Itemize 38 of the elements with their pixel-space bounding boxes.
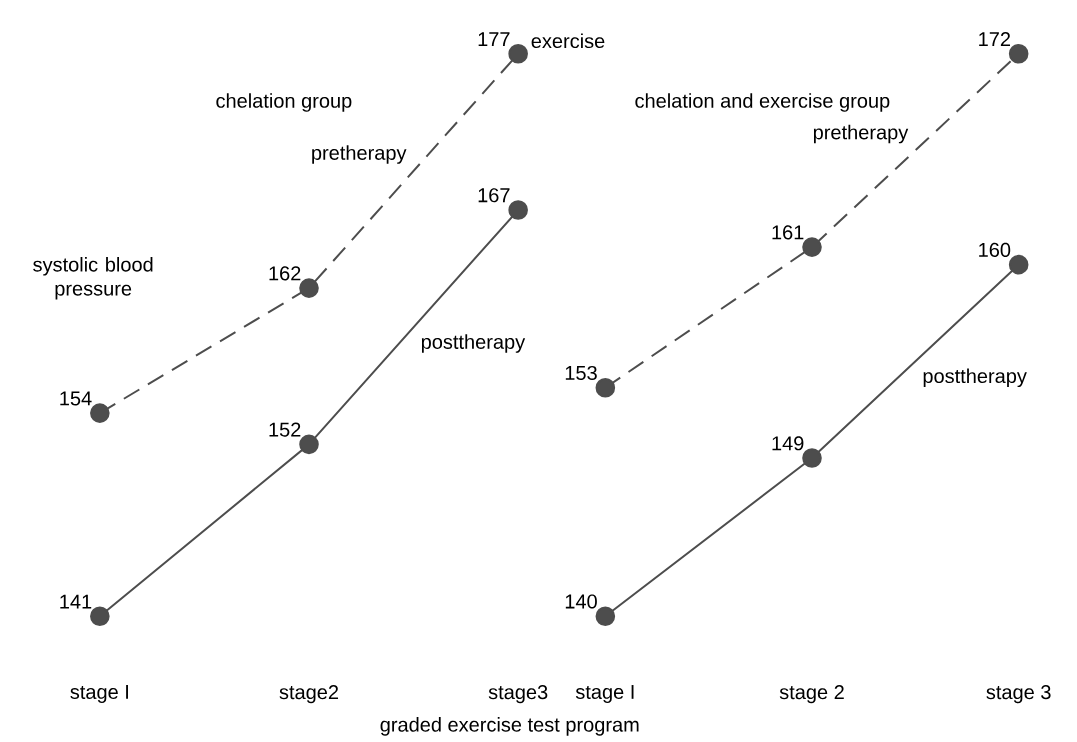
point	[508, 43, 528, 64]
data-label: 153	[565, 365, 597, 380]
y-axis-title: systolic blood pressure	[33, 256, 153, 300]
x-tick-label: stage3	[488, 684, 548, 703]
data-label: 141	[60, 594, 92, 609]
series-label: pretherapy	[813, 124, 909, 144]
data-label: 167	[478, 188, 510, 203]
data-label: 152	[269, 422, 301, 437]
data-label: 154	[60, 391, 92, 406]
point	[802, 237, 822, 257]
data-label: 162	[269, 266, 301, 281]
x-tick-label: stage I	[575, 684, 634, 703]
data-label: 172	[979, 31, 1010, 46]
x-tick-label: stage 3	[986, 684, 1051, 703]
point	[90, 606, 110, 626]
text: chelation group	[216, 92, 352, 112]
point	[1008, 43, 1029, 64]
x-tick-label: stage 2	[779, 684, 844, 703]
data-label: 160	[979, 242, 1011, 257]
series-label: posttherapy	[923, 368, 1027, 387]
x-tick-label: stage2	[279, 684, 339, 703]
x-axis-title: graded exercise test program	[380, 716, 639, 736]
x-tick-label: stage I	[70, 684, 128, 703]
data-label: 161	[772, 225, 804, 240]
point	[299, 278, 319, 298]
point	[90, 403, 110, 423]
series-label: pretherapy	[312, 145, 407, 164]
series-label: posttherapy	[421, 334, 526, 353]
data-label: 140	[565, 594, 597, 609]
text: chelation and exercise group	[635, 92, 890, 112]
data-label: 149	[772, 436, 804, 451]
point	[802, 448, 822, 468]
point	[299, 434, 319, 454]
point	[508, 200, 528, 220]
point	[595, 606, 616, 626]
point	[595, 377, 616, 398]
text: exercise	[531, 33, 605, 48]
data-label: 177	[478, 32, 510, 46]
